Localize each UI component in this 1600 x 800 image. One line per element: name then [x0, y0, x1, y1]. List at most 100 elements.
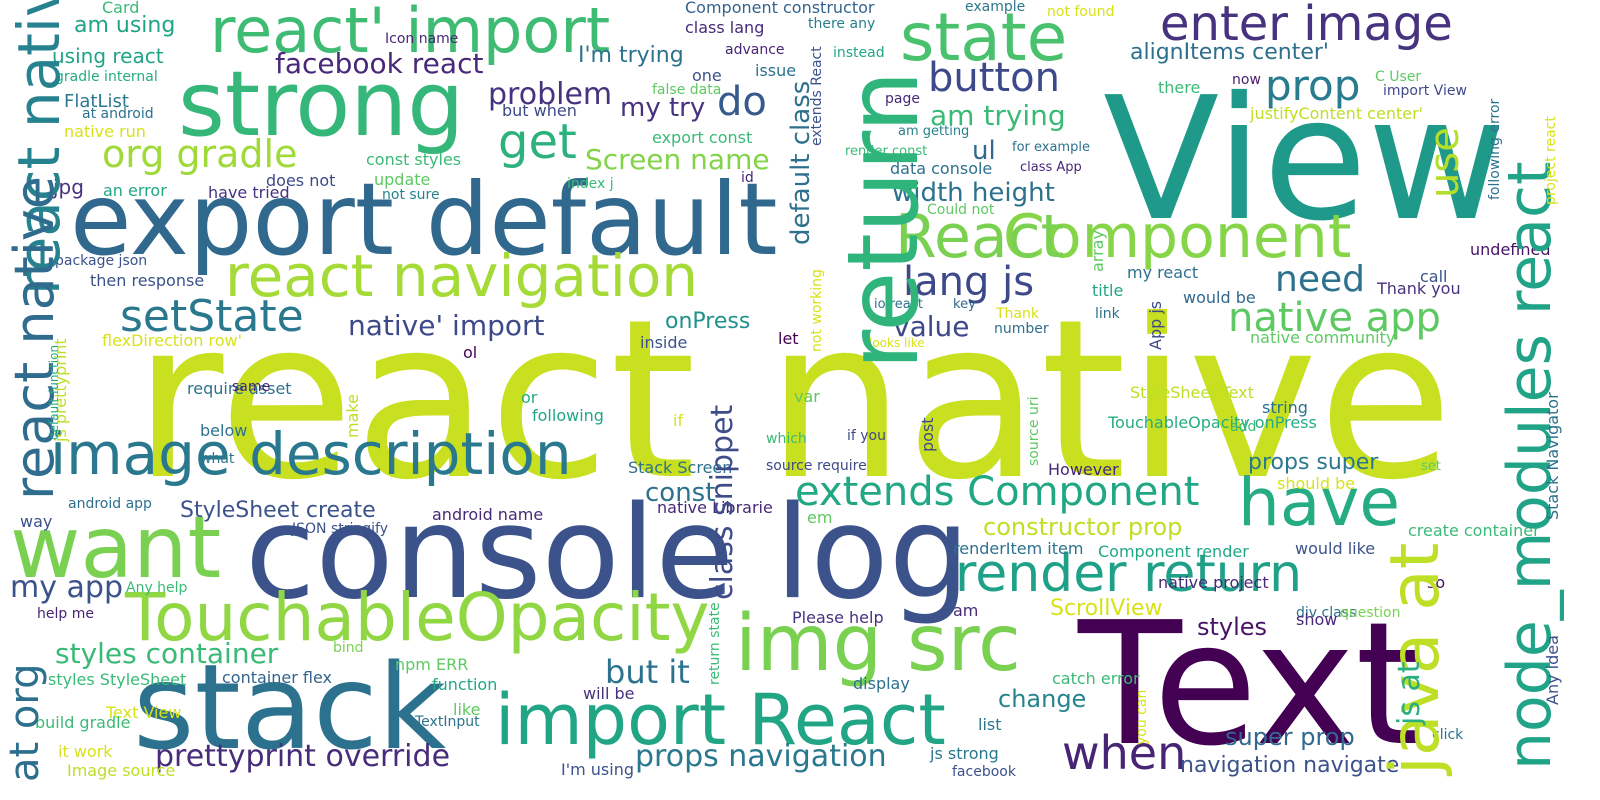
word: not working	[809, 269, 825, 352]
word: when	[1062, 726, 1187, 780]
word: call	[1420, 267, 1448, 286]
word: Stack Navigator	[1543, 392, 1562, 520]
word: at android	[82, 106, 154, 122]
word: super prop	[1225, 723, 1355, 751]
word: Stack Screen	[628, 458, 733, 477]
word: for example	[1012, 140, 1090, 155]
word: an error	[103, 181, 167, 200]
word: get	[498, 114, 577, 170]
word: my try	[620, 93, 706, 123]
word: there any	[808, 16, 876, 32]
word: at org	[2, 663, 48, 782]
word: help me	[37, 606, 94, 622]
word: class App	[1020, 160, 1082, 175]
word: require asset	[187, 379, 292, 398]
word: create container	[1408, 521, 1540, 540]
word: Card	[102, 0, 140, 17]
word: there	[1158, 78, 1201, 97]
word: class snippet	[705, 404, 740, 600]
word: var	[794, 387, 820, 406]
word: width height	[892, 178, 1055, 208]
word: function	[432, 675, 498, 694]
word: Component constructor	[685, 0, 875, 17]
word: Please help	[792, 608, 884, 627]
word: However	[1048, 460, 1119, 479]
word: Icon name	[385, 31, 459, 47]
word: div class	[1296, 605, 1357, 621]
word: prop	[1265, 61, 1361, 110]
word: you can	[1134, 689, 1150, 745]
word: return	[827, 70, 941, 370]
word: react native	[133, 272, 1454, 528]
word: display	[853, 674, 910, 693]
word: update	[374, 170, 431, 189]
word: source uri	[1026, 396, 1042, 466]
word: import View	[1383, 83, 1467, 99]
word: Component	[1003, 202, 1352, 272]
word: native community	[1250, 328, 1396, 347]
word: question	[1340, 605, 1401, 621]
word: export const	[652, 128, 753, 147]
word: link	[1095, 306, 1120, 322]
word: bind	[333, 640, 364, 656]
word: which	[766, 431, 807, 447]
word: Component render	[1098, 542, 1249, 561]
word: io react	[874, 297, 923, 312]
word: App js	[1146, 300, 1165, 350]
word: id	[741, 170, 754, 186]
word: page	[885, 91, 920, 107]
word: index j	[567, 176, 614, 192]
word: container flex	[222, 668, 333, 687]
word: I'm using	[561, 760, 635, 779]
word: click	[1432, 727, 1464, 743]
word: project react	[1543, 116, 1559, 205]
word: want	[10, 498, 222, 598]
word: Could not	[927, 202, 995, 218]
word: way	[20, 512, 53, 531]
word: make	[343, 394, 362, 438]
word: Any idea	[1543, 635, 1562, 705]
word: same	[232, 379, 271, 395]
word: styles container	[55, 637, 279, 670]
word: but it	[605, 653, 690, 691]
word: native' import	[348, 309, 545, 342]
word: export default	[70, 161, 778, 278]
word: use	[1422, 127, 1468, 198]
word: native app	[1228, 295, 1441, 341]
word: StyleSheet Text	[1130, 383, 1254, 402]
word: post	[918, 417, 937, 452]
word: navigation navigate	[1180, 753, 1400, 778]
word: show	[1296, 610, 1338, 629]
word: default function	[47, 344, 61, 440]
word: undefined	[1470, 240, 1551, 259]
word: stack	[133, 638, 447, 776]
word: strong	[178, 52, 465, 157]
word: I'm trying	[578, 43, 684, 68]
word: do	[717, 79, 767, 125]
word: but when	[502, 101, 577, 120]
word: React	[895, 202, 1065, 272]
word: console log	[245, 479, 970, 628]
word: return state	[707, 602, 723, 685]
word: my react	[1127, 263, 1199, 282]
word: FlatList	[64, 91, 129, 112]
word: state	[900, 0, 1068, 76]
word: JSON stringify	[292, 521, 389, 537]
word: Thank	[996, 306, 1039, 322]
word: am	[953, 601, 979, 620]
word: Any help	[126, 580, 188, 596]
word: would like	[1295, 539, 1376, 558]
word: problem	[488, 77, 613, 112]
word: enter image	[1160, 0, 1453, 52]
word: Text View	[106, 703, 182, 722]
word: build gradle	[35, 713, 131, 732]
word: alignItems center'	[1130, 40, 1329, 65]
word: let	[778, 329, 799, 348]
word: setState	[120, 291, 304, 342]
word: extends React	[809, 46, 825, 146]
word: View	[1103, 61, 1507, 259]
word: add	[1230, 419, 1257, 435]
word: button	[928, 55, 1060, 101]
word: TextInput	[415, 714, 480, 730]
